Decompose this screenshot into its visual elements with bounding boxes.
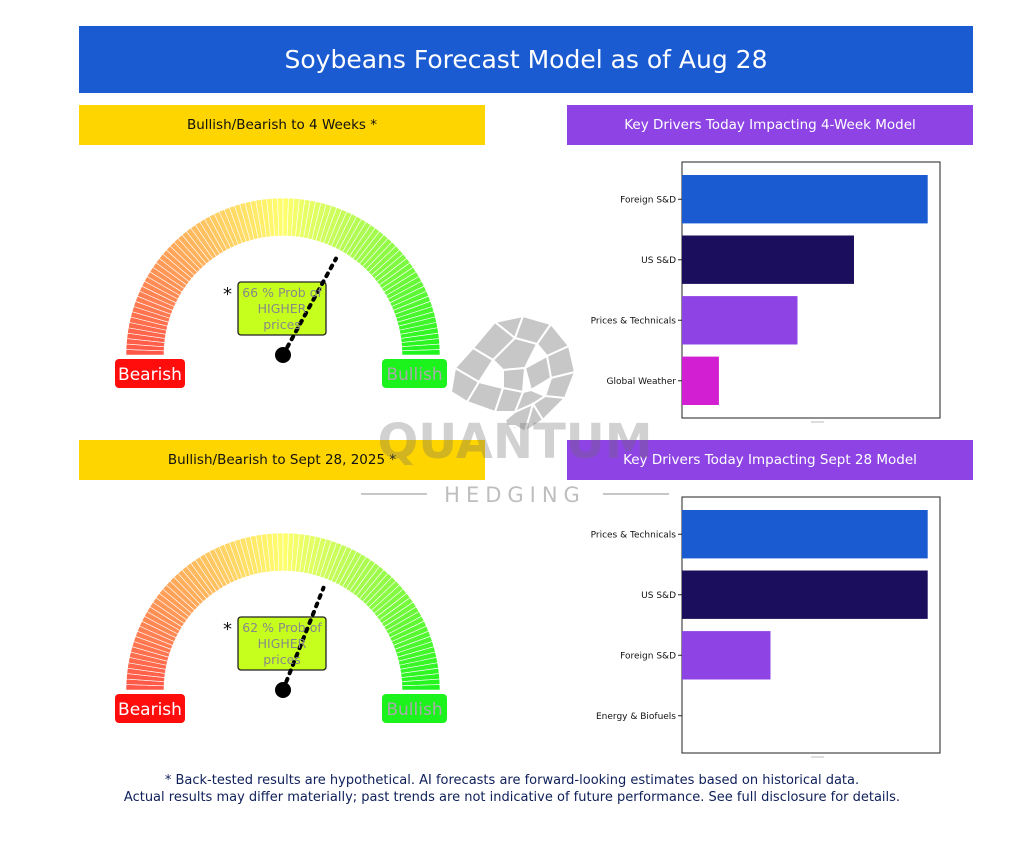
probability-prices-text: prices (263, 317, 301, 332)
gauge-segment (401, 684, 441, 691)
bar (682, 235, 854, 284)
category-label: Foreign S&D (620, 651, 676, 661)
gauge-needle (281, 585, 326, 692)
drivers-sept-header: Key Drivers Today Impacting Sept 28 Mode… (567, 440, 973, 480)
bar (682, 356, 719, 405)
probability-box (237, 616, 327, 671)
gauge-arc (125, 532, 441, 691)
bar (682, 296, 798, 345)
gauge-arc (125, 197, 441, 356)
bearish-label: Bearish (118, 365, 182, 385)
drivers-4week-header: Key Drivers Today Impacting 4-Week Model (567, 105, 973, 145)
probability-text: 62 % Prob of (242, 620, 322, 635)
chart-marks: Foreign S&D US S&D Prices & Technicals Glob… (591, 175, 928, 423)
disclaimer-line-1: * Back-tested results are hypothetical. … (164, 773, 860, 788)
disclaimer-line-2: Actual results may differ materially; pa… (123, 790, 901, 805)
category-label: US S&D (641, 591, 676, 601)
gauge-4week-header: Bullish/Bearish to 4 Weeks * (79, 105, 485, 145)
bearish-label-box (115, 694, 185, 723)
category-label: Prices & Technicals (591, 316, 677, 326)
chart-frame (681, 161, 941, 419)
category-label: Global Weather (607, 377, 677, 387)
chart-frame (681, 496, 941, 754)
bar (682, 510, 928, 559)
bullish-label: Bullish (386, 700, 442, 720)
bullish-label: Bullish (386, 365, 442, 385)
category-label: US S&D (641, 256, 676, 266)
gauge-sept-header: Bullish/Bearish to Sept 28, 2025 * (79, 440, 485, 480)
bullish-label-box (382, 359, 447, 388)
category-label: Prices & Technicals (591, 530, 677, 540)
probability-higher-text: HIGHER (258, 301, 307, 316)
category-label: Foreign S&D (620, 195, 676, 205)
asterisk-mark: * (223, 619, 232, 640)
asterisk-mark: * (223, 284, 232, 305)
probability-higher-text: HIGHER (258, 636, 307, 651)
gauge-sept: 62 % Prob of HIGHER prices * Bearish Bul… (115, 532, 447, 723)
bearish-label: Bearish (118, 700, 182, 720)
category-label: Energy & Biofuels (596, 712, 676, 722)
drivers-4week-chart: Foreign S&D US S&D Prices & Technicals Glob… (591, 161, 941, 423)
gauge-segment (401, 349, 441, 356)
bar (682, 631, 771, 680)
bar (682, 175, 928, 224)
brain-logo-icon (449, 314, 577, 435)
page-title: Soybeans Forecast Model as of Aug 28 (79, 26, 973, 93)
drivers-sept-chart: Prices & Technicals US S&D Foreign S&D Ener… (591, 496, 941, 758)
gauge-needle (281, 256, 338, 357)
chart-marks: Prices & Technicals US S&D Foreign S&D Ener… (591, 510, 928, 758)
bearish-label-box (115, 359, 185, 388)
disclaimer-footnote: * Back-tested results are hypothetical. … (0, 772, 1024, 806)
gauge-hub (275, 347, 291, 363)
bar (682, 570, 928, 619)
probability-box (237, 281, 327, 336)
gauge-4week: 66 % Prob of HIGHER prices * Bearish Bul… (115, 197, 447, 388)
bullish-label-box (382, 694, 447, 723)
probability-text: 66 % Prob of (242, 285, 322, 300)
gauge-hub (275, 682, 291, 698)
probability-prices-text: prices (263, 652, 301, 667)
